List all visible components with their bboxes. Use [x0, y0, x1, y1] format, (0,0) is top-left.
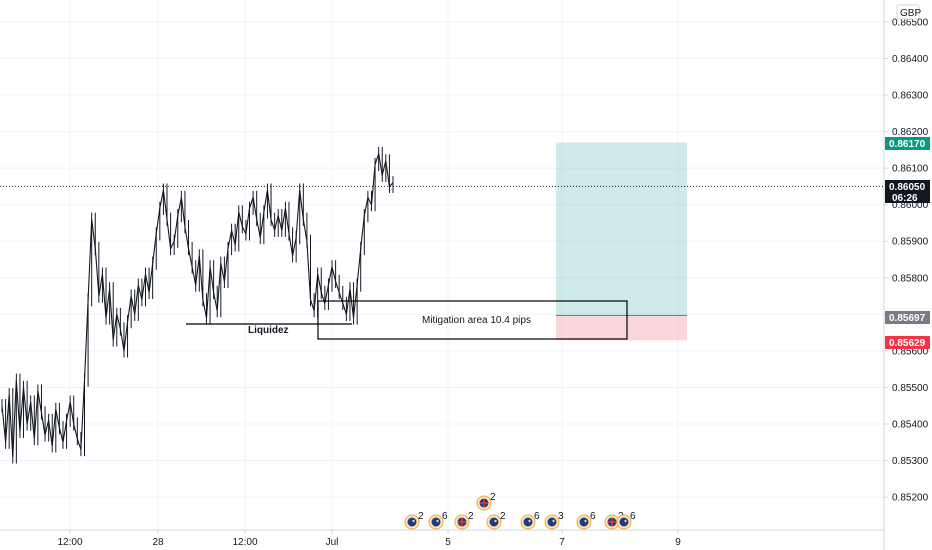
- y-tick-label: 0.85200: [892, 493, 929, 504]
- event-marker-eu[interactable]: 6: [616, 511, 636, 530]
- y-tick-label: 0.86300: [892, 91, 929, 102]
- x-tick-label: 28: [152, 537, 164, 548]
- event-marker-uk[interactable]: 2: [454, 511, 474, 530]
- svg-text:0.86050: 0.86050: [889, 182, 926, 193]
- y-tick-label: 0.85500: [892, 383, 929, 394]
- eu-flag-icon: [489, 517, 499, 527]
- x-tick-label: 12:00: [232, 537, 257, 548]
- entry-price-tag: 0.85697: [885, 311, 930, 324]
- event-marker-eu[interactable]: 3: [544, 511, 564, 530]
- mitigation-area-box[interactable]: [317, 300, 628, 340]
- svg-text:0.85697: 0.85697: [889, 313, 926, 324]
- y-tick-label: 0.85600: [892, 346, 929, 357]
- eu-flag-icon: [547, 517, 557, 527]
- eu-flag-icon: [619, 517, 629, 527]
- event-count: 3: [558, 511, 564, 522]
- event-count: 2: [468, 511, 474, 522]
- eu-flag-star: [494, 519, 497, 523]
- target-price-tag: 0.86170: [885, 137, 930, 150]
- economic-events[interactable]: 2622263626: [404, 492, 636, 530]
- currency-badge[interactable]: [896, 4, 920, 20]
- eu-flag-star: [412, 519, 415, 523]
- event-count: 2: [490, 492, 496, 503]
- candle-countdown: 06:26: [892, 193, 918, 204]
- y-tick-label: 0.85900: [892, 237, 929, 248]
- eu-flag-star: [436, 519, 439, 523]
- eu-flag-icon: [579, 517, 589, 527]
- x-tick-label: 9: [675, 537, 681, 548]
- liquidez-label: Liquidez: [248, 325, 289, 336]
- grid-lines: [0, 0, 884, 530]
- long-position-tool[interactable]: [556, 142, 687, 341]
- price-series: [1, 146, 394, 464]
- current-price-tag: 0.86050 06:26: [885, 180, 930, 204]
- x-tick-label: Jul: [326, 537, 339, 548]
- currency-label: GBP: [900, 8, 921, 19]
- x-tick-label: 12:00: [57, 537, 82, 548]
- svg-text:0.85629: 0.85629: [889, 338, 926, 349]
- eu-flag-icon: [407, 517, 417, 527]
- price-axis[interactable]: 0.852000.853000.854000.855000.856000.857…: [884, 17, 929, 504]
- event-count: 2: [500, 511, 506, 522]
- eu-flag-star: [552, 519, 555, 523]
- time-axis[interactable]: 12:00 28 12:00 Jul 5 7 9: [57, 530, 681, 548]
- y-tick-label: 0.85400: [892, 420, 929, 431]
- event-count: 6: [590, 511, 596, 522]
- y-tick-label: 0.86000: [892, 200, 929, 211]
- mitigation-area-label: Mitigation area 10.4 pips: [422, 315, 531, 326]
- event-count: 2: [418, 511, 424, 522]
- event-count: 6: [630, 511, 636, 522]
- event-marker-eu[interactable]: 6: [576, 511, 596, 530]
- y-tick-label: 0.86500: [892, 17, 929, 28]
- eu-flag-star: [584, 519, 587, 523]
- loss-zone: [556, 315, 687, 341]
- profit-zone: [556, 142, 687, 316]
- event-count: 6: [442, 511, 448, 522]
- price-line-path: [1, 153, 394, 457]
- x-tick-label: 5: [445, 537, 451, 548]
- event-marker-eu[interactable]: 2: [486, 511, 506, 530]
- eu-flag-star: [528, 519, 531, 523]
- svg-text:0.86170: 0.86170: [889, 139, 926, 150]
- event-marker-eu[interactable]: 2: [404, 511, 424, 530]
- y-tick-label: 0.86200: [892, 127, 929, 138]
- eu-flag-star: [624, 519, 627, 523]
- stop-price-tag: 0.85629: [885, 336, 930, 349]
- y-tick-label: 0.86100: [892, 164, 929, 175]
- y-tick-label: 0.85300: [892, 456, 929, 467]
- event-marker-eu[interactable]: 6: [520, 511, 540, 530]
- y-tick-label: 0.86400: [892, 54, 929, 65]
- event-marker-eu[interactable]: 6: [428, 511, 448, 530]
- event-marker-uk[interactable]: 2: [476, 492, 496, 511]
- eu-flag-icon: [431, 517, 441, 527]
- eu-flag-icon: [523, 517, 533, 527]
- y-tick-label: 0.85800: [892, 273, 929, 284]
- event-count: 6: [534, 511, 540, 522]
- x-tick-label: 7: [559, 537, 565, 548]
